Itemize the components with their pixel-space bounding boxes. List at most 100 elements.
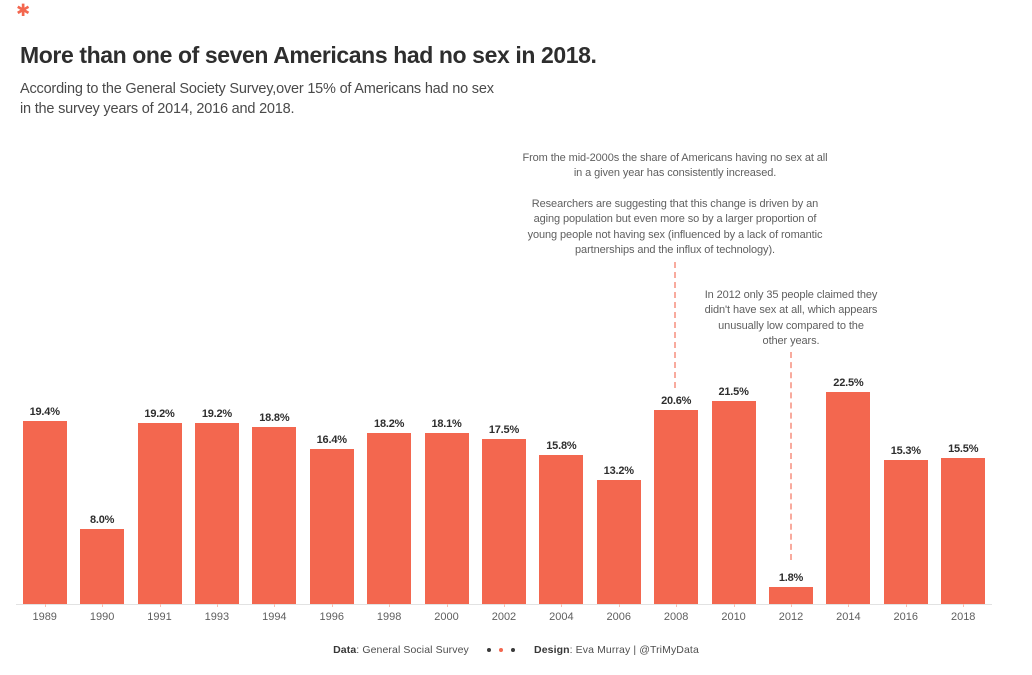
x-tick-label: 1998 — [376, 611, 402, 623]
annotation-researchers: Researchers are suggesting that this cha… — [527, 198, 823, 257]
axis-tick — [216, 604, 218, 607]
bar-value-label: 21.5% — [718, 386, 749, 398]
x-tick-label: 1996 — [319, 611, 344, 623]
page-subtitle: According to the General Society Survey,… — [20, 81, 494, 117]
bar-2004 — [539, 455, 584, 604]
axis-tick — [389, 604, 391, 607]
dot-icon — [511, 648, 516, 652]
dot-icon — [499, 648, 504, 652]
bar-column-1998: 18.2% 1998 — [360, 364, 417, 623]
bar-column-1991: 19.2% 1991 — [131, 364, 188, 623]
brand-asterisk-icon: ✱ — [16, 1, 31, 20]
footer-design-label: Design — [534, 644, 570, 656]
dashed-connector-2012 — [790, 352, 792, 560]
bar-1990 — [80, 529, 125, 604]
axis-tick — [618, 604, 620, 607]
axis-tick — [905, 604, 907, 607]
bar-value-label: 15.8% — [546, 440, 577, 452]
bar-2000 — [424, 433, 469, 604]
axis-tick — [848, 604, 850, 607]
x-tick-label: 1994 — [262, 611, 287, 623]
bar-value-label: 19.2% — [201, 408, 233, 420]
axis-tick — [561, 604, 563, 607]
bar-value-label: 20.6% — [661, 395, 692, 407]
bar-value-label: 15.3% — [890, 445, 921, 457]
axis-tick — [676, 604, 678, 607]
bar-value-label: 18.8% — [259, 412, 290, 424]
bar-1991 — [137, 423, 182, 604]
axis-tick — [44, 604, 46, 607]
axis-tick — [331, 604, 333, 607]
axis-tick — [274, 604, 276, 607]
bar-column-2016: 15.3% 2016 — [877, 364, 934, 623]
bar-value-label: 18.2% — [374, 418, 405, 430]
x-tick-label: 2018 — [950, 611, 976, 623]
x-tick-label: 2008 — [663, 611, 689, 623]
bar-2014 — [826, 392, 871, 604]
x-tick-label: 2006 — [606, 611, 631, 623]
axis-tick — [503, 604, 505, 607]
axis-tick — [790, 604, 792, 607]
x-tick-label: 1991 — [147, 611, 172, 623]
bar-column-1994: 18.8% 1994 — [246, 364, 303, 623]
bar-column-2010: 21.5% 2010 — [705, 364, 762, 623]
footer-data-text: : General Social Survey — [356, 644, 469, 656]
x-tick-label: 1989 — [32, 611, 57, 623]
footer-design-text: : Eva Murray | @TriMyData — [569, 644, 699, 656]
x-tick-label: 1990 — [89, 611, 115, 623]
axis-tick — [963, 604, 965, 607]
bar-value-label: 19.4% — [29, 406, 60, 418]
bar-value-label: 8.0% — [89, 514, 115, 526]
bar-value-label: 19.2% — [144, 408, 175, 420]
bar-column-2004: 15.8% 2004 — [533, 364, 590, 623]
bar-value-label: 18.1% — [431, 418, 462, 430]
bar-2010 — [711, 401, 756, 604]
page-title: More than one of seven Americans had no … — [20, 42, 597, 68]
bar-1994 — [252, 427, 297, 604]
bar-column-2008: 20.6% 2008 — [647, 364, 704, 623]
annotation-trend: From the mid-2000s the share of American… — [522, 152, 828, 180]
footer-credits: Data: General Social Survey Design: Eva … — [0, 643, 1032, 656]
bar-column-1989: 19.4% 1989 — [16, 364, 73, 623]
bar-2008 — [654, 410, 699, 604]
x-tick-label: 2016 — [893, 611, 919, 623]
bar-2018 — [941, 458, 986, 604]
bar-2002 — [481, 439, 526, 604]
bar-2012 — [768, 587, 813, 604]
axis-tick — [733, 604, 735, 607]
bar-1993 — [194, 423, 239, 604]
bar-value-label: 1.8% — [778, 572, 804, 584]
axis-tick — [159, 604, 161, 607]
bar-value-label: 16.4% — [316, 434, 347, 446]
dot-icon — [487, 648, 492, 652]
bar-1989 — [22, 421, 67, 604]
bar-1996 — [309, 449, 354, 604]
footer-data-label: Data — [333, 644, 357, 656]
x-tick-label: 2004 — [549, 611, 574, 623]
bar-1998 — [367, 433, 412, 604]
x-tick-label: 2000 — [434, 611, 459, 623]
x-tick-label: 1993 — [204, 611, 230, 623]
axis-tick — [446, 604, 448, 607]
bar-chart: 19.4% 1989 8.0% 1990 19.2% 1991 19.2% 1993 18.8%… — [16, 364, 992, 623]
separator-dots-icon — [485, 643, 518, 655]
bar-column-2012: 1.8% 2012 — [762, 364, 819, 623]
bar-value-label: 17.5% — [488, 424, 520, 436]
bar-column-1996: 16.4% 1996 — [303, 364, 360, 623]
bar-value-label: 22.5% — [833, 377, 864, 389]
bar-value-label: 13.2% — [603, 465, 634, 477]
x-tick-label: 2014 — [836, 611, 861, 623]
dashed-connector-2008 — [674, 262, 676, 388]
x-tick-label: 2002 — [491, 611, 517, 623]
bar-column-2006: 13.2% 2006 — [590, 364, 647, 623]
bar-column-1993: 19.2% 1993 — [188, 364, 245, 623]
bar-column-2002: 17.5% 2002 — [475, 364, 532, 623]
bar-2016 — [883, 460, 928, 604]
x-tick-label: 2010 — [721, 611, 746, 623]
annotation-2012: In 2012 only 35 people claimed they didn… — [704, 289, 878, 348]
x-tick-label: 2012 — [778, 611, 804, 623]
bar-value-label: 15.5% — [948, 443, 979, 455]
bar-column-2000: 18.1% 2000 — [418, 364, 475, 623]
bar-column-2018: 15.5% 2018 — [935, 364, 992, 623]
axis-tick — [102, 604, 104, 607]
